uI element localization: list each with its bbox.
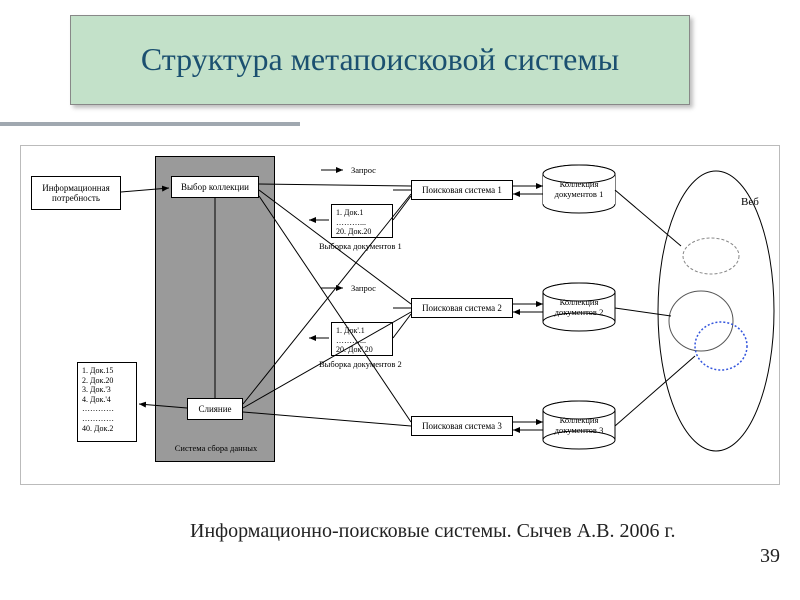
doc-sample-1-box: 1. Док.1………...20. Док.20 (331, 204, 393, 238)
web-ellipse (658, 171, 774, 451)
slide-title-box: Структура метапоисковой системы (70, 15, 690, 105)
footer-text: Информационно-поисковые системы. Сычев А… (190, 520, 690, 543)
collection-3-label: Коллекциядокументов 3 (549, 416, 609, 436)
sample-2-label: Выборка документов 2 (319, 360, 402, 370)
merged-docs-list: 1. Док.152. Док.203. Док.'34. Док.'4…………… (77, 362, 137, 442)
page-number: 39 (760, 545, 780, 568)
search-system-1-box: Поисковая система 1 (411, 180, 513, 200)
collection-choice-box: Выбор коллекции (171, 176, 259, 198)
request-label-2: Запрос (351, 284, 376, 294)
sample-1-label: Выборка документов 1 (319, 242, 402, 252)
request-label-1: Запрос (351, 166, 376, 176)
divider-line (0, 122, 300, 126)
system-label: Система сбора данных (166, 444, 266, 454)
slide-title: Структура метапоисковой системы (141, 42, 619, 77)
search-system-2-box: Поисковая система 2 (411, 298, 513, 318)
doc-sample-2-box: 1. Док'.1………...20. Док'.20 (331, 322, 393, 356)
collection-1-label: Коллекциядокументов 1 (549, 180, 609, 200)
merge-box: Слияние (187, 398, 243, 420)
info-need-box: Информационнаяпотребность (31, 176, 121, 210)
collection-2-label: Коллекциядокументов 2 (549, 298, 609, 318)
diagram-area: Информационнаяпотребность Выбор коллекци… (20, 145, 780, 485)
search-system-3-box: Поисковая система 3 (411, 416, 513, 436)
web-label: Веб (741, 196, 759, 209)
